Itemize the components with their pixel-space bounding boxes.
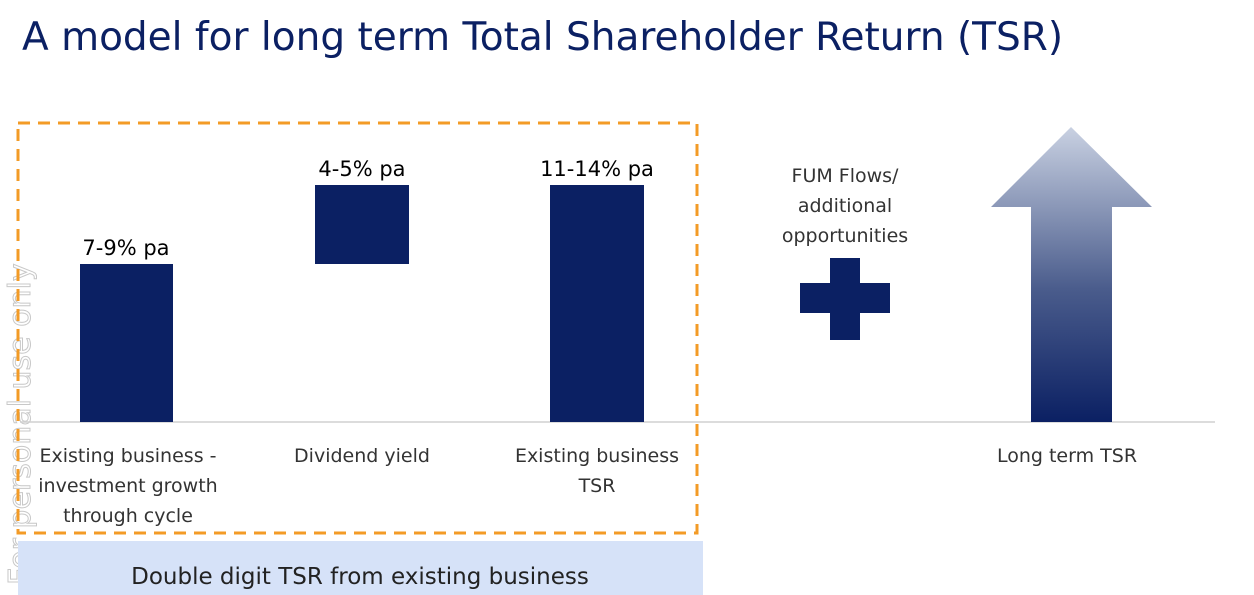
category-label: Existing business - xyxy=(39,445,216,467)
category-label: through cycle xyxy=(63,505,193,527)
dashed-box xyxy=(16,121,699,535)
bar xyxy=(550,185,644,422)
category-label: Dividend yield xyxy=(294,445,430,467)
category-label: investment growth xyxy=(38,475,217,497)
bar xyxy=(315,185,409,264)
additional-text: opportunities xyxy=(782,225,908,247)
result-label: Long term TSR xyxy=(997,445,1137,467)
title: A model for long term Total Shareholder … xyxy=(22,15,1063,60)
bar-label: 11-14% pa xyxy=(540,157,654,181)
category-label: TSR xyxy=(578,475,616,497)
bar-label: 7-9% pa xyxy=(82,236,169,260)
bar-label: 4-5% pa xyxy=(318,157,405,181)
watermark: For personal use only xyxy=(3,263,38,585)
banner-box xyxy=(18,541,703,595)
bar xyxy=(80,264,173,422)
category-label: Existing business xyxy=(515,445,679,467)
plus-sign xyxy=(800,258,890,340)
arrow xyxy=(991,127,1152,422)
additional-text: additional xyxy=(798,195,892,217)
additional-text: FUM Flows/ xyxy=(792,165,900,187)
banner-text: Double digit TSR from existing business xyxy=(131,564,589,590)
